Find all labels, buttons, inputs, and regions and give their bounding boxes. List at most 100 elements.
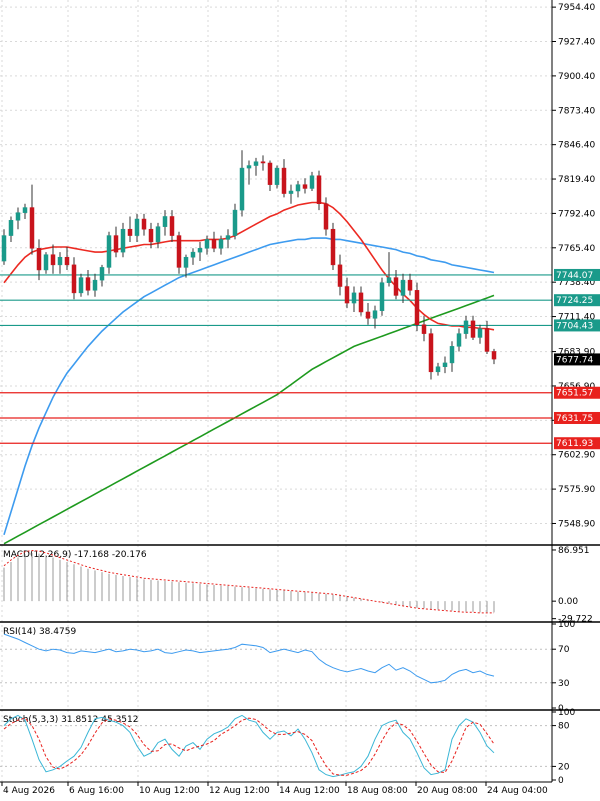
candle-body — [64, 256, 70, 266]
level-tag-box — [554, 319, 600, 332]
level-tag-label: 7611.93 — [556, 439, 593, 449]
candle-body — [491, 351, 497, 360]
candle-body — [260, 161, 266, 164]
candle-body — [442, 362, 448, 367]
price-tick-label: 7548.90 — [558, 519, 595, 529]
rsi-tick-label: 70 — [558, 645, 570, 655]
ma-mid-line — [3, 237, 495, 536]
candle-body — [393, 277, 399, 296]
candle-body — [281, 167, 287, 194]
candle-body — [358, 292, 364, 313]
candle-body — [365, 311, 371, 319]
time-tick-label: 24 Aug 04:00 — [487, 786, 548, 796]
candle-body — [71, 264, 77, 294]
candle-body — [316, 175, 322, 204]
candle-body — [428, 333, 434, 373]
candle-body — [246, 165, 252, 169]
candle-body — [351, 292, 357, 304]
candle-body — [449, 346, 455, 364]
time-tick-label: 20 Aug 08:00 — [417, 786, 478, 796]
price-tick-label: 7575.90 — [558, 485, 595, 495]
candle-body — [386, 277, 392, 283]
candle-body — [155, 226, 161, 243]
candle-body — [127, 228, 133, 236]
candle-body — [22, 207, 28, 213]
price-tick-label: 7792.40 — [558, 209, 595, 219]
candle-body — [484, 328, 490, 352]
current-price-tag — [554, 353, 600, 366]
rsi-tick-label: 100 — [558, 620, 575, 630]
rsi-label: RSI(14) 38.4759 — [3, 627, 76, 637]
stoch-panel[interactable]: Stoch(5,3,3) 31.8512 45.3512 — [0, 714, 552, 778]
time-tick-label: 18 Aug 08:00 — [347, 786, 408, 796]
candle-body — [36, 248, 42, 271]
candle-body — [225, 235, 231, 240]
time-tick-label: 14 Aug 12:00 — [279, 786, 340, 796]
level-tag-label: 7651.57 — [556, 389, 593, 399]
price-tick-label: 7683.90 — [558, 348, 595, 358]
price-tick-label: 7873.40 — [558, 106, 595, 116]
candle-body — [141, 218, 147, 230]
candle-body — [274, 167, 280, 185]
candle-body — [78, 277, 84, 294]
price-tick-label: 7954.40 — [558, 3, 595, 13]
candle-body — [169, 216, 175, 236]
stoch-d-line — [3, 717, 495, 776]
candle-body — [57, 256, 63, 266]
level-tag: 7744.07 — [554, 268, 600, 281]
candle-body — [197, 248, 203, 253]
candle-body — [344, 286, 350, 304]
candle-body — [323, 203, 329, 230]
rsi-panel[interactable]: RSI(14) 38.4759 — [0, 627, 552, 684]
candle-body — [1, 235, 7, 262]
candle-body — [477, 328, 483, 338]
candle-body — [309, 175, 315, 189]
candle-body — [106, 235, 112, 268]
level-tag-box — [554, 411, 600, 424]
price-tick-label: 7711.40 — [558, 313, 595, 323]
candle-body — [211, 239, 217, 249]
candle-body — [239, 167, 245, 211]
level-tag-box — [554, 386, 600, 399]
candle-body — [337, 264, 343, 287]
stoch-tick-label: 80 — [558, 722, 570, 732]
candle-body — [288, 190, 294, 194]
level-tag-label: 7724.25 — [556, 296, 593, 306]
rsi-tick-label: 30 — [558, 679, 570, 689]
candle-body — [330, 228, 336, 266]
level-tag: 7631.75 — [554, 411, 600, 424]
price-tick-label: 7900.40 — [558, 72, 595, 82]
candle-body — [232, 209, 238, 236]
candle-body — [302, 184, 308, 189]
time-tick-label: 12 Aug 12:00 — [209, 786, 270, 796]
time-tick-label: 4 Aug 2026 — [3, 786, 55, 796]
candle-body — [134, 218, 140, 236]
stoch-tick-label: 100 — [558, 708, 575, 718]
candle-body — [113, 235, 119, 253]
candle-body — [295, 184, 301, 192]
candle-body — [92, 279, 98, 291]
level-tag-box — [554, 268, 600, 281]
candle-body — [183, 256, 189, 268]
level-tag-label: 7704.43 — [556, 321, 593, 331]
macd-panel[interactable]: MACD(12,26,9) -17.168 -20.176 — [3, 549, 495, 614]
candle-body — [162, 216, 168, 227]
candle-body — [463, 320, 469, 334]
candle-body — [29, 207, 35, 249]
macd-label: MACD(12,26,9) -17.168 -20.176 — [3, 550, 147, 560]
candle-body — [43, 254, 49, 271]
candle-body — [267, 162, 273, 185]
candle-body — [176, 235, 182, 268]
price-tick-label: 7765.40 — [558, 244, 595, 254]
candle-body — [50, 254, 56, 266]
candle-body — [456, 333, 462, 347]
chart-grid — [0, 0, 552, 782]
macd-tick-label: -29.722 — [558, 615, 593, 625]
price-panel[interactable] — [0, 150, 552, 545]
level-tag: 7651.57 — [554, 386, 600, 399]
rsi-tick-label: 0 — [558, 704, 564, 714]
price-tick-label: 7927.40 — [558, 38, 595, 48]
